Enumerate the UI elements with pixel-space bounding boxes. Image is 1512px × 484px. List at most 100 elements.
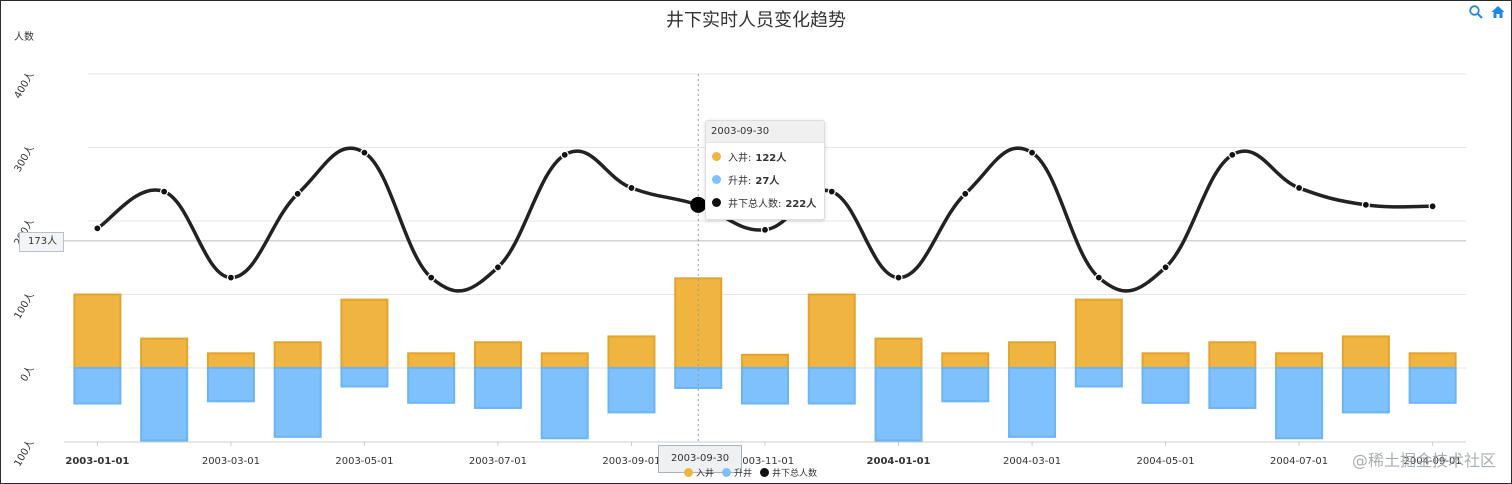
line-point[interactable]: [1027, 148, 1037, 157]
tooltip-row-out: 升井: 27人: [706, 166, 824, 189]
bar-out[interactable]: [407, 367, 456, 404]
bar-in[interactable]: [540, 352, 589, 369]
legend-label-total: 井下总人数: [772, 469, 818, 479]
legend-item-total[interactable]: 井下总人数: [760, 466, 817, 479]
x-tick-label: 2004-05-01: [1137, 456, 1195, 467]
bar-out[interactable]: [1074, 367, 1123, 388]
bar-out[interactable]: [874, 367, 923, 442]
x-tick-label: 2004-03-01: [1003, 456, 1061, 467]
tooltip-value-in: 122人: [755, 153, 787, 164]
line-point[interactable]: [93, 224, 102, 233]
bar-out[interactable]: [73, 367, 122, 405]
line-point[interactable]: [1094, 273, 1103, 282]
bar-in[interactable]: [140, 337, 189, 370]
y-axis-title: 人数: [14, 32, 34, 43]
bar-out[interactable]: [540, 367, 589, 440]
bar-out[interactable]: [140, 367, 189, 442]
bar-in[interactable]: [1341, 335, 1390, 369]
bar-out[interactable]: [941, 367, 990, 403]
bar-in[interactable]: [807, 293, 856, 369]
tooltip-label-out: 升井:: [728, 176, 752, 187]
bar-in[interactable]: [473, 341, 522, 369]
line-point[interactable]: [1361, 200, 1370, 209]
legend-item-out[interactable]: 升井: [722, 466, 752, 479]
legend-swatch-in: [684, 468, 693, 477]
bar-in[interactable]: [1408, 352, 1457, 369]
tooltip-row-in: 入井: 122人: [706, 143, 824, 166]
x-axis-ticks: 2003-01-01 2003-03-01 2003-05-01 2003-07-01…: [64, 441, 1466, 467]
bar-in[interactable]: [1275, 352, 1324, 369]
y-axis-pointer-label: 173人: [19, 232, 65, 252]
chart-toolbar: [1468, 4, 1506, 20]
bar-out[interactable]: [741, 367, 789, 405]
bar-out[interactable]: [674, 367, 723, 389]
bar-in[interactable]: [874, 337, 923, 370]
bar-in[interactable]: [941, 352, 990, 369]
bar-out[interactable]: [1141, 367, 1190, 404]
bar-in[interactable]: [674, 277, 723, 369]
zoom-icon[interactable]: [1468, 4, 1484, 20]
line-point[interactable]: [1228, 150, 1237, 159]
line-point[interactable]: [293, 189, 302, 198]
bar-in[interactable]: [1074, 298, 1123, 369]
line-point[interactable]: [627, 183, 636, 193]
bar-series: [73, 277, 1457, 442]
bar-in[interactable]: [607, 335, 656, 369]
legend-label-in: 入井: [696, 469, 715, 479]
line-point[interactable]: [760, 225, 770, 234]
legend-swatch-out: [722, 468, 732, 477]
line-point[interactable]: [961, 189, 970, 198]
x-tick-label: 2004-07-01: [1270, 456, 1328, 467]
line-point[interactable]: [493, 263, 503, 272]
bar-out[interactable]: [340, 367, 389, 388]
bar-in[interactable]: [73, 293, 122, 369]
tooltip-row-total: 井下总人数: 222人: [706, 189, 824, 212]
home-icon[interactable]: [1490, 4, 1506, 20]
line-point[interactable]: [1428, 202, 1437, 211]
x-tick-label: 2003-05-01: [335, 456, 393, 467]
bar-in[interactable]: [340, 298, 389, 369]
line-point[interactable]: [226, 273, 236, 282]
chart-tooltip: 2003-09-30 入井: 122人 升井: 27人 井下总人数: 222人: [705, 120, 825, 220]
bar-out[interactable]: [1008, 367, 1057, 438]
tooltip-date: 2003-09-30: [706, 121, 824, 143]
bar-out[interactable]: [607, 367, 656, 414]
bar-out[interactable]: [1341, 367, 1390, 414]
bar-in[interactable]: [1141, 352, 1190, 369]
bar-in[interactable]: [273, 341, 322, 369]
line-point[interactable]: [160, 187, 169, 196]
bar-out[interactable]: [1208, 367, 1257, 409]
line-point[interactable]: [1161, 263, 1170, 272]
x-tick-label: 2003-03-01: [202, 456, 260, 467]
line-point[interactable]: [690, 196, 707, 213]
bar-in[interactable]: [206, 352, 255, 369]
bar-out[interactable]: [1408, 367, 1457, 404]
legend-item-in[interactable]: 入井: [684, 466, 714, 479]
bar-out[interactable]: [807, 367, 856, 405]
y-tick-label: 400人: [12, 70, 37, 101]
bar-out[interactable]: [273, 367, 322, 438]
y-tick-label: 300人: [12, 143, 37, 174]
line-point[interactable]: [827, 187, 836, 196]
tooltip-label-in: 入井:: [728, 153, 752, 164]
bar-out[interactable]: [473, 367, 522, 409]
bar-out[interactable]: [1275, 367, 1324, 440]
y-tick-label: 100人: [12, 290, 37, 321]
line-point[interactable]: [560, 150, 569, 159]
x-tick-label: 2003-11-01: [736, 456, 794, 467]
x-tick-label: 2004-09-01: [1404, 456, 1462, 467]
line-point[interactable]: [427, 273, 436, 282]
bar-in[interactable]: [741, 353, 789, 369]
chart-legend: 入井 升井 井下总人数: [684, 466, 817, 479]
x-tick-label: 2004-01-01: [867, 456, 931, 467]
line-point[interactable]: [1294, 183, 1304, 193]
bar-in[interactable]: [407, 352, 456, 369]
line-point[interactable]: [894, 273, 903, 282]
line-point[interactable]: [360, 148, 369, 157]
bar-out[interactable]: [206, 367, 255, 403]
legend-swatch-total: [760, 468, 770, 477]
bar-in[interactable]: [1208, 341, 1257, 369]
bar-in[interactable]: [1008, 341, 1057, 369]
x-tick-label: 2003-09-01: [602, 456, 660, 467]
